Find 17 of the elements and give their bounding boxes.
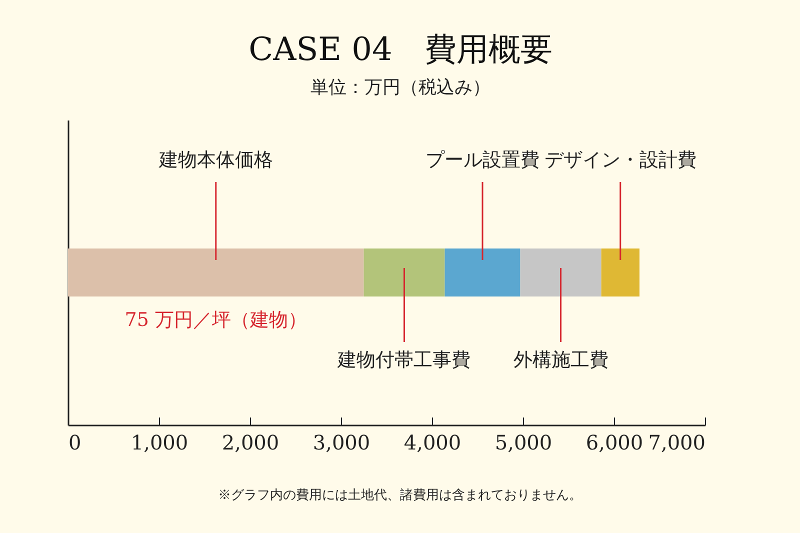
x-tick-label: 4,000 (404, 430, 462, 454)
text: デザイン・設計費 (544, 149, 696, 171)
text: 建物付帯工事費 (336, 349, 471, 371)
chart-title: CASE 04 費用概要 (248, 30, 552, 68)
x-tick-label: 0 (68, 430, 82, 454)
x-tick-label: 7,000 (648, 430, 706, 454)
text: ※グラフ内の費用には土地代、諸費用は含まれておりません。 (218, 488, 582, 503)
chart-subtitle: 単位：万円（税込み） (310, 77, 490, 98)
text: 外構施工費 (513, 349, 608, 371)
x-tick-label: 1,000 (130, 430, 188, 454)
text: 建物本体価格 (158, 149, 273, 171)
x-tick-label: 6,000 (586, 430, 644, 454)
annotation: 75 万円／坪（建物） (124, 309, 307, 331)
x-tick-label: 3,000 (312, 430, 370, 454)
x-tick-label: 5,000 (494, 430, 552, 454)
text: プール設置費 (426, 149, 540, 171)
x-tick-label: 2,000 (222, 430, 280, 454)
